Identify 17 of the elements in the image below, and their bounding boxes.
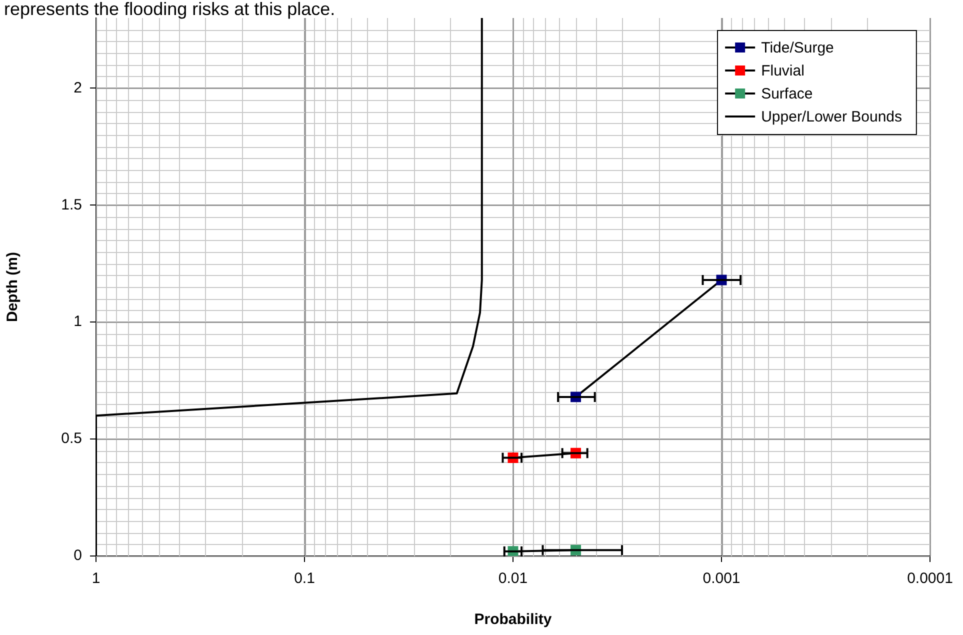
x-tick-label: 0.1 [294, 570, 315, 588]
x-tick-label: 0.01 [498, 570, 528, 588]
x-tick-label: 0.001 [702, 570, 740, 588]
annotation: represents the flooding risks at this place. [4, 0, 336, 19]
legend-label: Fluvial [761, 62, 804, 80]
legend-label: Upper/Lower Bounds [761, 108, 902, 126]
x-tick-label: 1 [92, 570, 100, 588]
y-tick-label: 1 [74, 313, 82, 330]
legend-label: Tide/Surge [761, 40, 834, 57]
y-tick-label: 0.5 [61, 430, 82, 448]
x-axis-title: Probability [474, 611, 552, 628]
x-tick-label: 0.0001 [907, 570, 953, 588]
y-tick-label: 2 [74, 79, 82, 96]
y-tick-label: 0 [74, 547, 82, 564]
y-tick-label: 1.5 [61, 196, 82, 214]
y-axis-title: Depth (m) [4, 252, 22, 322]
legend-label: Surface [761, 86, 813, 103]
